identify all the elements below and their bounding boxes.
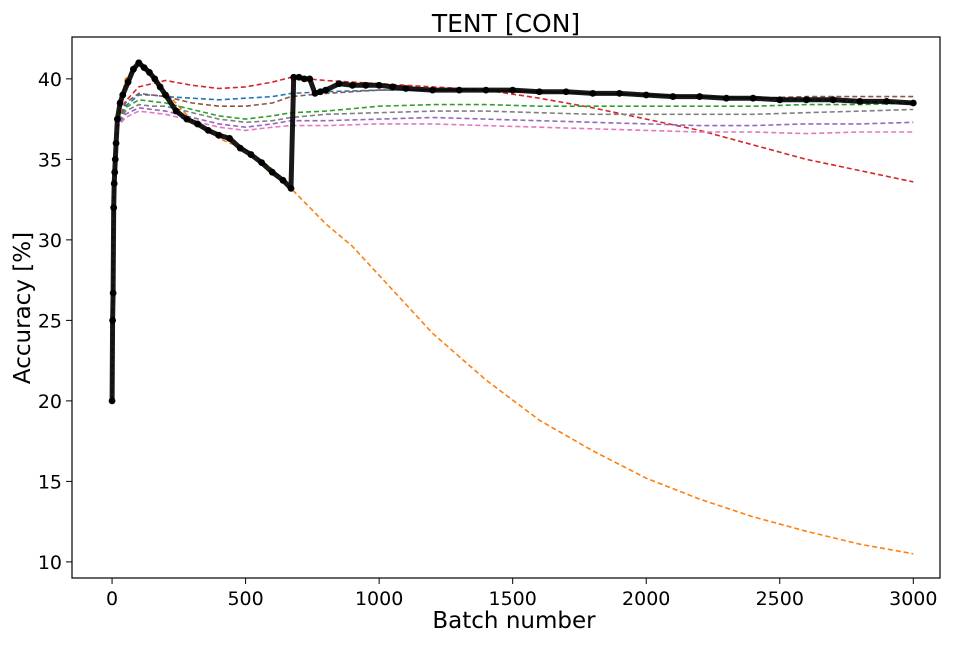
series-line-6 <box>111 106 914 401</box>
data-point <box>258 159 266 166</box>
data-point <box>247 151 255 158</box>
series-line-5 <box>111 103 914 401</box>
data-point <box>162 91 169 99</box>
x-tick-label: 2000 <box>622 588 670 610</box>
data-point <box>642 91 650 99</box>
data-point <box>135 59 143 67</box>
data-point <box>696 93 704 100</box>
data-point <box>335 80 343 88</box>
data-point <box>226 135 233 142</box>
y-tick-label: 30 <box>38 230 62 252</box>
y-tick-label: 35 <box>38 149 62 171</box>
data-point <box>290 73 298 81</box>
chart-title: TENT [CON] <box>431 9 580 38</box>
data-point <box>146 69 153 76</box>
data-point <box>749 94 757 102</box>
data-point <box>114 115 121 123</box>
series-line-7 <box>111 110 914 401</box>
x-tick-label: 500 <box>227 588 263 610</box>
data-point <box>151 75 159 83</box>
data-point <box>119 91 127 99</box>
marker-series <box>108 59 917 405</box>
data-point <box>589 89 597 97</box>
x-tick-label: 2500 <box>756 588 804 610</box>
data-point <box>349 81 356 89</box>
data-point <box>562 88 570 96</box>
data-point <box>194 120 201 128</box>
series-line-4 <box>111 98 914 401</box>
x-tick-label: 1000 <box>355 588 403 610</box>
data-point <box>287 184 295 192</box>
plot-frame <box>71 36 941 579</box>
y-tick-label: 20 <box>38 391 62 413</box>
data-point <box>429 86 436 94</box>
x-tick-label: 3000 <box>889 588 937 610</box>
data-point <box>112 139 120 147</box>
data-point <box>116 99 124 107</box>
data-point <box>856 98 864 105</box>
data-point <box>300 75 308 83</box>
data-point <box>172 107 180 115</box>
data-point <box>183 115 191 123</box>
data-point <box>295 73 303 81</box>
data-point <box>215 131 223 139</box>
data-point <box>108 397 116 405</box>
y-tick-label: 25 <box>38 310 62 332</box>
data-point <box>402 85 410 92</box>
data-point <box>279 176 287 184</box>
data-point <box>111 155 119 163</box>
y-axis-label: Accuracy [%] <box>10 232 36 384</box>
data-point <box>509 86 517 94</box>
x-axis-label: Batch number <box>432 608 596 634</box>
series-layer <box>108 59 917 555</box>
data-point <box>111 168 119 176</box>
data-point <box>669 93 677 100</box>
data-point <box>110 204 118 212</box>
data-point <box>311 89 319 97</box>
data-point <box>268 168 276 176</box>
x-axis-ticks: 0 500 1000 1500 2000 2500 3000 <box>106 578 937 610</box>
x-tick-label: 0 <box>106 588 118 610</box>
y-tick-label: 40 <box>38 69 62 91</box>
data-point <box>829 96 837 104</box>
data-point <box>803 96 810 104</box>
y-tick-label: 10 <box>38 552 62 574</box>
data-point <box>110 180 118 187</box>
data-point <box>616 89 623 97</box>
data-point <box>109 316 116 324</box>
y-tick-label: 15 <box>38 471 62 493</box>
data-point <box>362 81 370 89</box>
x-tick-label: 1500 <box>488 588 536 610</box>
data-point <box>389 83 396 91</box>
data-point <box>156 83 164 91</box>
data-point <box>375 81 383 89</box>
data-point <box>316 88 324 96</box>
data-point <box>140 64 148 71</box>
series-line-0 <box>111 63 914 555</box>
data-point <box>130 65 137 73</box>
series-line-1 <box>111 76 914 401</box>
data-point <box>124 78 132 86</box>
data-point <box>722 94 730 102</box>
data-point <box>455 86 463 94</box>
data-point <box>535 88 543 96</box>
data-point <box>204 126 212 134</box>
data-point <box>236 144 244 152</box>
data-point <box>883 98 890 105</box>
data-point <box>306 75 314 83</box>
data-point <box>109 289 117 297</box>
data-point <box>482 86 490 94</box>
data-point <box>322 86 330 94</box>
data-point <box>776 96 784 104</box>
data-point <box>909 99 917 107</box>
y-axis-ticks: 10 15 20 25 30 35 40 <box>38 69 72 574</box>
